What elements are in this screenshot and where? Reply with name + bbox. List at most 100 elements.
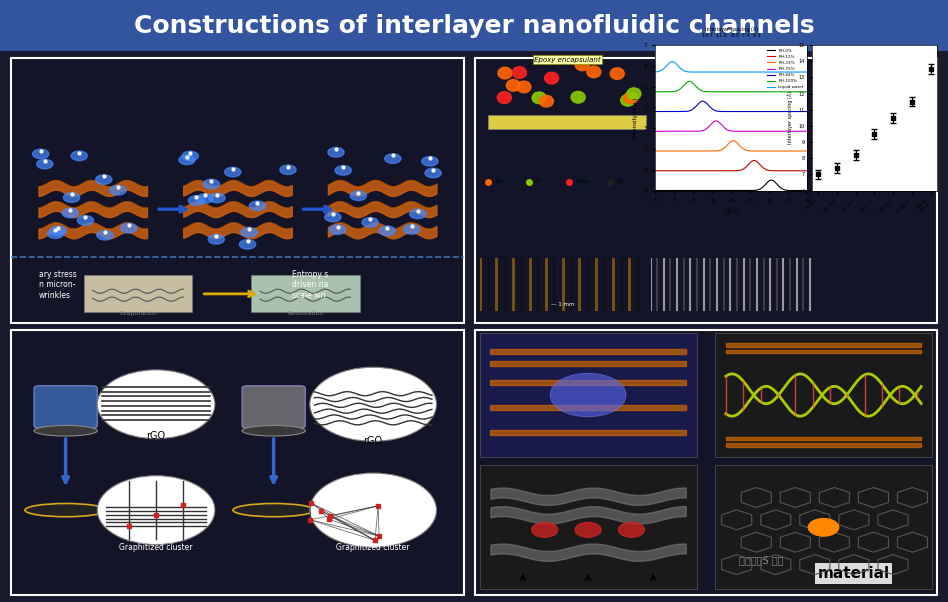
Line: RH-100%: RH-100% [655, 81, 808, 92]
RH-75% [649, 128, 661, 135]
Line: RH-33%: RH-33% [655, 141, 808, 151]
Circle shape [618, 523, 645, 537]
Circle shape [239, 240, 256, 249]
RH-84% [659, 108, 670, 115]
Circle shape [64, 193, 80, 202]
Circle shape [539, 95, 554, 107]
Text: Resolvation: Resolvation [287, 311, 323, 316]
Circle shape [98, 476, 215, 544]
Bar [83, 275, 192, 312]
Circle shape [512, 67, 526, 78]
RH-75% [790, 128, 801, 135]
Text: Na⁺: Na⁺ [496, 179, 505, 184]
Circle shape [532, 523, 557, 537]
Circle shape [32, 149, 49, 159]
RH-100% [791, 88, 802, 95]
Text: Constructions of interlayer nanofluidic channels: Constructions of interlayer nanofluidic … [134, 14, 814, 37]
Circle shape [335, 166, 352, 175]
Circle shape [96, 175, 112, 184]
RH-100% [678, 82, 689, 89]
Circle shape [379, 226, 395, 235]
RH-100% [731, 88, 742, 95]
Circle shape [575, 523, 601, 537]
RH-12% [748, 157, 759, 164]
Liquid water [666, 58, 678, 65]
Line: Liquid water: Liquid water [655, 61, 808, 72]
Text: rGO: rGO [364, 436, 383, 446]
Ellipse shape [242, 426, 305, 436]
RH-100% [659, 88, 670, 95]
Liquid water [649, 68, 661, 75]
RH-84% [678, 108, 689, 115]
FancyBboxPatch shape [34, 386, 98, 428]
Circle shape [47, 229, 64, 238]
Circle shape [506, 79, 520, 91]
RH-33% [659, 147, 670, 155]
Circle shape [98, 370, 215, 439]
Circle shape [328, 147, 344, 157]
Bar [480, 465, 697, 589]
RH-33% [656, 147, 667, 155]
Circle shape [62, 208, 79, 218]
Circle shape [179, 155, 195, 164]
RH-84% [791, 108, 802, 115]
RH-33% [690, 147, 702, 155]
RH-12% [659, 167, 670, 175]
Liquid water [656, 67, 667, 74]
RH-75% [659, 128, 670, 135]
RH-0% [766, 176, 777, 184]
Liquid water [802, 69, 813, 76]
Title: Interlayer spacing (Å)
14.7  11.0   8.8  7.4  6.3: Interlayer spacing (Å) 14.7 11.0 8.8 7.4… [702, 26, 760, 38]
RH-33% [727, 137, 738, 144]
RH-0% [678, 187, 689, 194]
RH-75% [690, 128, 702, 135]
Circle shape [280, 165, 296, 175]
RH-84% [690, 103, 702, 110]
Text: GO: GO [616, 179, 624, 184]
Circle shape [77, 216, 94, 225]
RH-100% [684, 78, 695, 85]
RH-0% [790, 187, 801, 194]
RH-84% [802, 108, 813, 115]
Circle shape [385, 154, 401, 163]
Circle shape [189, 196, 205, 205]
Liquid water [715, 69, 726, 76]
RH-33% [678, 147, 689, 155]
Circle shape [517, 81, 531, 93]
Circle shape [544, 72, 558, 84]
RH-75% [678, 128, 689, 135]
Text: 公众号：S 脱盐: 公众号：S 脱盐 [738, 555, 783, 565]
Liquid water [795, 69, 807, 76]
Circle shape [532, 92, 546, 104]
Bar [11, 330, 464, 595]
Circle shape [425, 168, 441, 178]
Circle shape [225, 167, 241, 177]
Liquid water [791, 69, 802, 76]
RH-12% [690, 167, 702, 175]
Circle shape [624, 92, 638, 104]
Legend: RH-0%, RH-12%, RH-33%, RH-75%, RH-84%, RH-100%, Liquid water: RH-0%, RH-12%, RH-33%, RH-75%, RH-84%, R… [765, 47, 806, 91]
RH-84% [697, 98, 708, 105]
Bar [475, 330, 937, 595]
Circle shape [209, 193, 226, 203]
RH-12% [656, 167, 667, 175]
Bar [715, 333, 932, 457]
RH-0% [802, 187, 813, 194]
FancyBboxPatch shape [242, 386, 305, 428]
Text: — 1 mm: — 1 mm [551, 302, 574, 306]
RH-75% [802, 128, 813, 135]
RH-84% [795, 108, 807, 115]
Bar [251, 275, 359, 312]
Text: Entropy s
driven na
scale wri: Entropy s driven na scale wri [292, 270, 328, 300]
Circle shape [50, 226, 66, 236]
Circle shape [110, 185, 126, 195]
Text: Epoxy encapsulant: Epoxy encapsulant [534, 57, 601, 63]
Circle shape [410, 209, 426, 219]
Circle shape [182, 151, 198, 161]
Circle shape [350, 191, 367, 200]
Circle shape [197, 194, 213, 203]
RH-100% [649, 88, 661, 95]
Circle shape [362, 217, 378, 227]
Circle shape [97, 231, 113, 240]
Circle shape [809, 518, 839, 536]
